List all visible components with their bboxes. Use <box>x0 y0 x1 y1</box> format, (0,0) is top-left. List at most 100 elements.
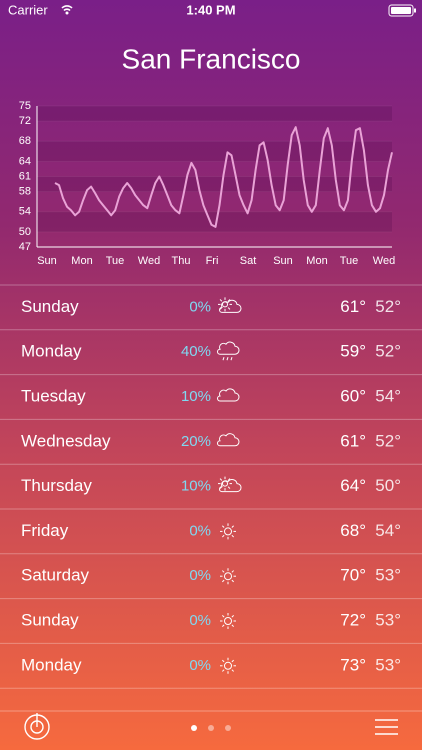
precip-chance: 0% <box>189 522 211 539</box>
city-title: San Francisco <box>122 43 301 74</box>
precip-chance: 10% <box>181 388 211 405</box>
sun-ray <box>231 579 235 583</box>
y-tick-label: 75 <box>19 100 31 112</box>
low-temp: 52° <box>375 342 401 361</box>
weather-icon <box>218 476 242 493</box>
x-tick-label: Sun <box>37 255 57 267</box>
sun-ray <box>221 579 225 583</box>
sun-ray <box>221 659 225 663</box>
sun-ray <box>227 307 231 310</box>
day-name: Tuesday <box>21 386 86 405</box>
high-temp: 73° <box>340 655 366 674</box>
day-name: Monday <box>21 342 82 361</box>
x-tick-label: Wed <box>373 255 395 267</box>
high-temp: 72° <box>340 610 366 629</box>
y-tick-label: 61 <box>19 170 31 182</box>
sun-ray <box>221 614 225 618</box>
sun-ray <box>231 614 235 618</box>
day-name: Sunday <box>21 610 79 629</box>
toolbar <box>0 710 422 740</box>
x-tick-label: Mon <box>306 255 327 267</box>
low-temp: 53° <box>375 655 401 674</box>
sun-ray <box>221 570 225 573</box>
x-tick-label: Sun <box>273 255 293 267</box>
sun-ray <box>227 299 231 302</box>
sun-ray <box>219 478 223 481</box>
high-temp: 61° <box>340 431 366 450</box>
day-name: Wednesday <box>21 431 111 450</box>
y-tick-label: 50 <box>19 226 31 238</box>
weather-icon <box>220 523 236 540</box>
cloud <box>217 388 240 402</box>
sun-ray <box>231 659 235 663</box>
clock: 1:40 PM <box>186 2 235 17</box>
sun-ray <box>221 624 225 628</box>
precip-chance: 0% <box>189 298 211 315</box>
battery-level <box>391 7 411 14</box>
chart: 47 50 54 58 61 64 68 72 75 Sun Mon Tue Wed Thu Fri Sat S… <box>19 100 395 267</box>
y-tick-label: 47 <box>19 241 31 253</box>
day-name: Sunday <box>21 297 79 316</box>
low-temp: 52° <box>375 297 401 316</box>
sun <box>224 661 232 670</box>
weather-icon <box>220 613 236 629</box>
low-temp: 54° <box>375 386 401 405</box>
y-tick-label: 54 <box>19 206 31 218</box>
low-temp: 53° <box>375 566 401 585</box>
low-temp: 53° <box>375 610 401 629</box>
low-temp: 54° <box>375 521 401 540</box>
carrier: Carrier <box>8 2 48 17</box>
day-name: Saturday <box>21 566 90 585</box>
battery <box>388 4 414 17</box>
page-dot[interactable] <box>225 725 231 731</box>
weather-icon <box>220 657 236 674</box>
wifi-icon <box>61 5 73 12</box>
y-tick-label: 72 <box>19 115 31 127</box>
sun-ray <box>231 624 235 628</box>
day-name: Monday <box>21 655 82 674</box>
high-temp: 60° <box>340 386 366 405</box>
sun-ray <box>221 525 225 528</box>
x-tick-label: Tue <box>340 255 359 267</box>
x-tick-label: Thu <box>172 255 191 267</box>
precip-chance: 0% <box>189 612 211 629</box>
temperature-line <box>54 126 393 228</box>
grid-band <box>37 176 392 192</box>
high-temp: 68° <box>340 521 366 540</box>
day-name: Friday <box>21 521 69 540</box>
high-temp: 59° <box>340 342 366 361</box>
x-tick-label: Tue <box>106 255 125 267</box>
sun-ray <box>231 570 235 573</box>
sun-ray <box>231 534 235 538</box>
weather-icon <box>217 341 240 361</box>
sun-ray <box>227 478 231 481</box>
grid-band <box>37 141 392 162</box>
x-tick-label: Fri <box>206 255 219 267</box>
sun <box>224 572 232 581</box>
y-tick-label: 68 <box>19 135 31 147</box>
sun <box>224 527 232 536</box>
weather-icon <box>217 388 240 402</box>
high-temp: 64° <box>340 476 366 495</box>
page-dot[interactable] <box>208 725 214 731</box>
grid-band <box>37 106 392 122</box>
wifi-dot <box>65 11 69 15</box>
battery-tip <box>414 8 416 13</box>
cloud <box>217 341 240 355</box>
sun <box>224 617 232 625</box>
low-temp: 50° <box>375 476 401 495</box>
x-tick-label: Sat <box>240 255 257 267</box>
weather-icon <box>217 433 240 447</box>
precip-chance: 0% <box>189 567 211 584</box>
page-dot-active[interactable] <box>191 725 197 731</box>
grid-band <box>37 211 392 232</box>
low-temp: 52° <box>375 431 401 450</box>
rain-drop <box>230 357 233 361</box>
list-button[interactable] <box>375 719 398 735</box>
y-tick-label: 64 <box>19 155 31 167</box>
day-name: Thursday <box>21 476 92 495</box>
sun-ray <box>219 299 223 302</box>
high-temp: 70° <box>340 566 366 585</box>
cloud <box>217 433 240 447</box>
